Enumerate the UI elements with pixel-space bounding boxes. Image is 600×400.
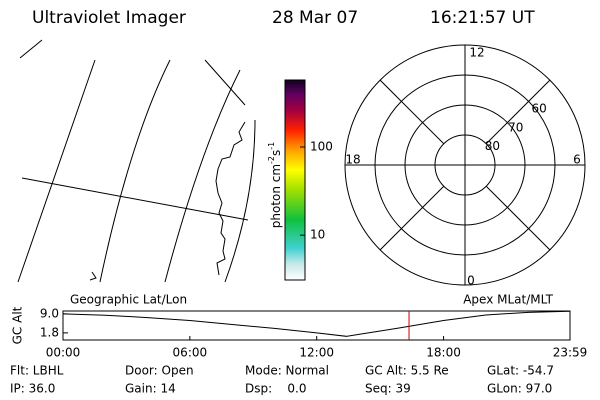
plot-label: Geographic Lat/Lon: [70, 293, 187, 307]
ring: [374, 74, 556, 256]
ring-label: 70: [508, 120, 523, 134]
status-field: GC Alt: 5.5 Re: [365, 364, 449, 378]
axis: [485, 185, 551, 251]
status-field: Seq: 39: [365, 382, 411, 396]
time: 16:21:57 UT: [430, 8, 535, 28]
x-tick-label: 12:00: [299, 346, 334, 360]
mlt-label: 18: [345, 153, 360, 167]
x-tick-label: 00:00: [46, 346, 81, 360]
ring: [404, 104, 526, 226]
unit: photon cm: [269, 164, 283, 228]
status-field: GLat: -54.7: [487, 364, 554, 378]
status-field: IP: 36.0: [10, 382, 55, 396]
ring: [434, 134, 496, 196]
mlt-label: 6: [573, 153, 581, 167]
status-field: Door: Open: [125, 364, 194, 378]
footer: Flt: LBHL Door: Open Mode: Normal GC Alt: 5…: [10, 364, 554, 396]
title: Ultraviolet Imager: [32, 8, 186, 28]
y-tick-label: 9.0: [40, 306, 59, 320]
unit: s: [269, 150, 283, 156]
altitude-plot: Geographic Lat/Lon Apex MLat/MLT GC Alt 9.0…: [11, 293, 588, 360]
mlt-label: 0: [467, 274, 475, 288]
y-tick-label: 1.8: [40, 325, 59, 339]
plot-label: Apex MLat/MLT: [463, 293, 553, 307]
status-field: Flt: LBHL: [10, 364, 64, 378]
status-field: GLon: 97.0: [487, 382, 552, 396]
ring-label: 60: [532, 102, 547, 116]
exp: -2: [267, 156, 276, 164]
axis: [379, 79, 445, 145]
x-tick-label: 18:00: [426, 346, 461, 360]
line: [62, 310, 571, 337]
y-axis-label: GC Alt: [11, 306, 25, 344]
svg-text:photon cm-2s-1: photon cm-2s-1: [267, 142, 283, 229]
status-field: Mode: Normal: [245, 364, 329, 378]
x-tick-label: 06:00: [173, 346, 208, 360]
axis: [485, 79, 551, 145]
axis: [379, 185, 445, 251]
status-field: Gain: 14: [125, 382, 176, 396]
tick-label: 10: [310, 228, 325, 242]
date: 28 Mar 07: [272, 8, 358, 28]
x-tick-label: 23:59: [553, 346, 588, 360]
mlt-label: 12: [469, 46, 484, 60]
status-field: Dsp: 0.0: [245, 382, 307, 396]
plot-frame: [62, 310, 571, 341]
map: [17, 39, 256, 283]
ring-label: 80: [485, 139, 500, 153]
exp: -1: [267, 142, 276, 150]
tick-label: 100: [310, 139, 333, 153]
colorbar: [284, 79, 306, 281]
colorbar-label: photon cm-2s-1: [267, 142, 283, 229]
